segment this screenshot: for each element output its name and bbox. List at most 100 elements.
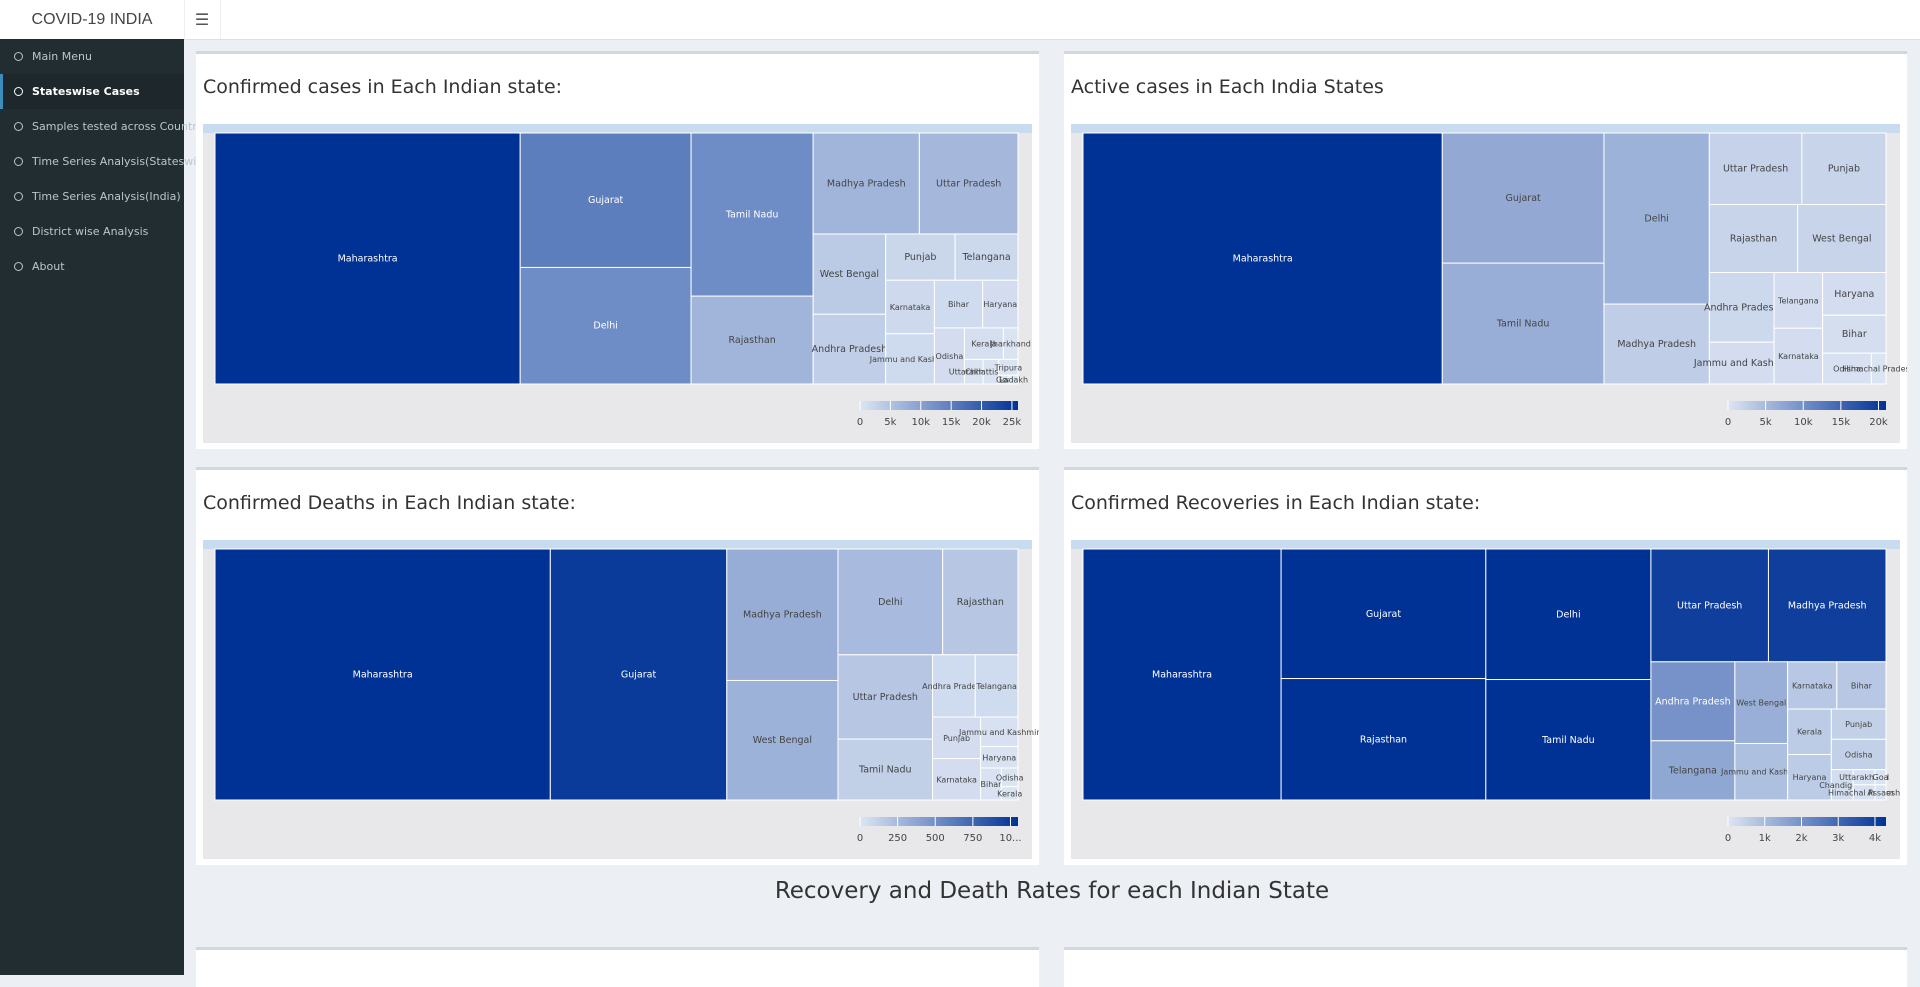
colorbar-tick-label: 20k <box>972 417 991 428</box>
tile-label: Bihar <box>981 780 1003 789</box>
sidebar: Main Menu Stateswise Cases Samples tested … <box>0 39 213 975</box>
chart-panel: Confirmed Deaths in Each Indian state: Ma… <box>196 467 1039 865</box>
treemap-tile <box>690 132 814 297</box>
treemap-tile <box>1650 740 1736 801</box>
menu-icon <box>14 192 23 201</box>
treemap-tile <box>1708 341 1775 385</box>
treemap-tile <box>918 132 1019 235</box>
treemap-tile <box>1441 132 1605 264</box>
treemap-tile <box>1441 262 1605 385</box>
colorbar-tick-label: 2k <box>1795 833 1807 844</box>
tile-label: Delhi <box>593 321 617 332</box>
treemap-tile <box>982 279 1019 329</box>
colorbar-tick-label: 3k <box>1832 833 1844 844</box>
tile-label: Odisha <box>1845 750 1873 759</box>
menu-item[interactable]: Time Series Analysis(India) <box>0 179 184 214</box>
tile-label: Andhra Pradesh <box>1655 696 1730 707</box>
chart-panel: Confirmed cases in Each Indian state: Mah… <box>196 51 1039 449</box>
tile-label: Telangana <box>975 682 1017 691</box>
chart: Maharashtra Gujarat Tamil Nadu Delhi Madhya … <box>1071 124 1907 443</box>
sidebar-toggle[interactable]: ☰ <box>184 0 221 39</box>
tile-label: Kerala <box>997 789 1022 798</box>
tile-label: Andhra Pradesh <box>812 344 887 355</box>
colorbar-tick-label: 0 <box>857 417 863 428</box>
tile-label: Haryana <box>982 753 1016 762</box>
tile-label: Jammu and Kashmir <box>1720 768 1802 777</box>
treemap-tile <box>885 279 935 335</box>
tile-label: Madhya Pradesh <box>743 610 822 621</box>
treemap-tile <box>1485 679 1652 801</box>
treemap-tile <box>1870 352 1887 385</box>
treemap-tile <box>519 132 692 268</box>
tile-label: Delhi <box>1556 609 1580 620</box>
colorbar-tick-label: 20k <box>1869 417 1888 428</box>
treemap-tile <box>1000 786 1019 801</box>
treemap-tile <box>837 654 934 740</box>
tile-label: Punjab <box>1828 164 1860 175</box>
treemap-tile <box>963 327 1004 360</box>
tile-label: Delhi <box>878 597 902 608</box>
chart-title: Confirmed Recoveries in Each Indian stat… <box>1071 492 1481 514</box>
section-title: Recovery and Death Rates for each Indian… <box>774 878 1330 904</box>
treemap-tile <box>885 333 935 385</box>
tile-label: Maharashtra <box>1233 254 1293 265</box>
colorbar-tick-label: 4k <box>1869 833 1881 844</box>
treemap-root <box>1071 124 1900 133</box>
menu-item[interactable]: About <box>0 249 184 284</box>
treemap-tile <box>1787 753 1832 801</box>
tile-label: Assam <box>1867 788 1894 797</box>
tile-label: Ladakh <box>999 376 1028 385</box>
tile-label: Goa <box>996 376 1012 385</box>
tile-label: Maharashtra <box>338 254 398 265</box>
tile-label: Uttarakhand <box>1839 773 1889 782</box>
colorbar-tick-label: 5k <box>1760 417 1772 428</box>
menu-icon <box>14 87 23 96</box>
colorbar-tick-label: 10k <box>912 417 931 428</box>
treemap-tile <box>1830 738 1887 771</box>
treemap-tile <box>1650 661 1736 742</box>
treemap-tile <box>812 313 887 385</box>
tile-label: Gujarat <box>621 670 657 681</box>
menu-item[interactable]: District wise Analysis <box>0 214 184 249</box>
tile-label: Himachal Pradesh <box>1843 365 1907 374</box>
colorbar <box>860 817 1018 826</box>
menu-icon <box>14 122 23 131</box>
chart: Maharashtra Gujarat Delhi Tamil Nadu Rajasth… <box>203 124 1032 443</box>
header: COVID-19 INDIA ☰ <box>0 0 1920 40</box>
tile-label: Bihar <box>1842 329 1867 340</box>
app-title: COVID-19 INDIA <box>0 0 185 39</box>
colorbar <box>1728 401 1886 410</box>
tile-label: Tamil Nadu <box>858 765 912 776</box>
tile-label: Andhra Pradesh <box>1704 302 1779 313</box>
tile-label: Madhya Pradesh <box>1617 339 1696 350</box>
menu-item[interactable]: Time Series Analysis(Stateswise) <box>0 144 213 179</box>
colorbar-tick-label: 0 <box>857 833 863 844</box>
treemap-tile <box>1836 661 1887 710</box>
panel <box>196 947 1039 987</box>
treemap-tile <box>954 233 1019 281</box>
colorbar-tick-label: 500 <box>926 833 945 844</box>
treemap-tile <box>1801 132 1887 205</box>
tile-label: West Bengal <box>1736 699 1786 708</box>
menu-item[interactable]: Main Menu <box>0 39 184 74</box>
tile-label: Telangana <box>1777 296 1819 305</box>
menu-item[interactable]: Stateswise Cases <box>0 74 184 109</box>
tile-label: Uttar Pradesh <box>1677 600 1742 611</box>
menu-icon <box>14 157 23 166</box>
colorbar-tick-label: 10k <box>1794 417 1813 428</box>
tile-label: Chhattisgarh <box>965 368 1017 377</box>
tile-label: Rajasthan <box>1730 234 1777 245</box>
colorbar-tick-label: 0 <box>1725 417 1731 428</box>
tile-label: Odisha <box>996 773 1024 782</box>
tile-label: Punjab <box>904 252 936 263</box>
menu-item[interactable]: Samples tested across Country <box>0 109 203 144</box>
tile-label: West Bengal <box>1812 234 1871 245</box>
menu-icon <box>14 52 23 61</box>
treemap-tile <box>837 548 944 656</box>
menu-icon <box>14 262 23 271</box>
tile-label: Rajasthan <box>957 597 1004 608</box>
chart-title: Confirmed cases in Each Indian state: <box>203 76 563 98</box>
treemap-tile <box>1734 742 1789 801</box>
colorbar-tick-label: 15k <box>942 417 961 428</box>
